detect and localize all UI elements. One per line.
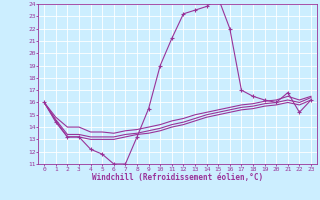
X-axis label: Windchill (Refroidissement éolien,°C): Windchill (Refroidissement éolien,°C) [92, 173, 263, 182]
